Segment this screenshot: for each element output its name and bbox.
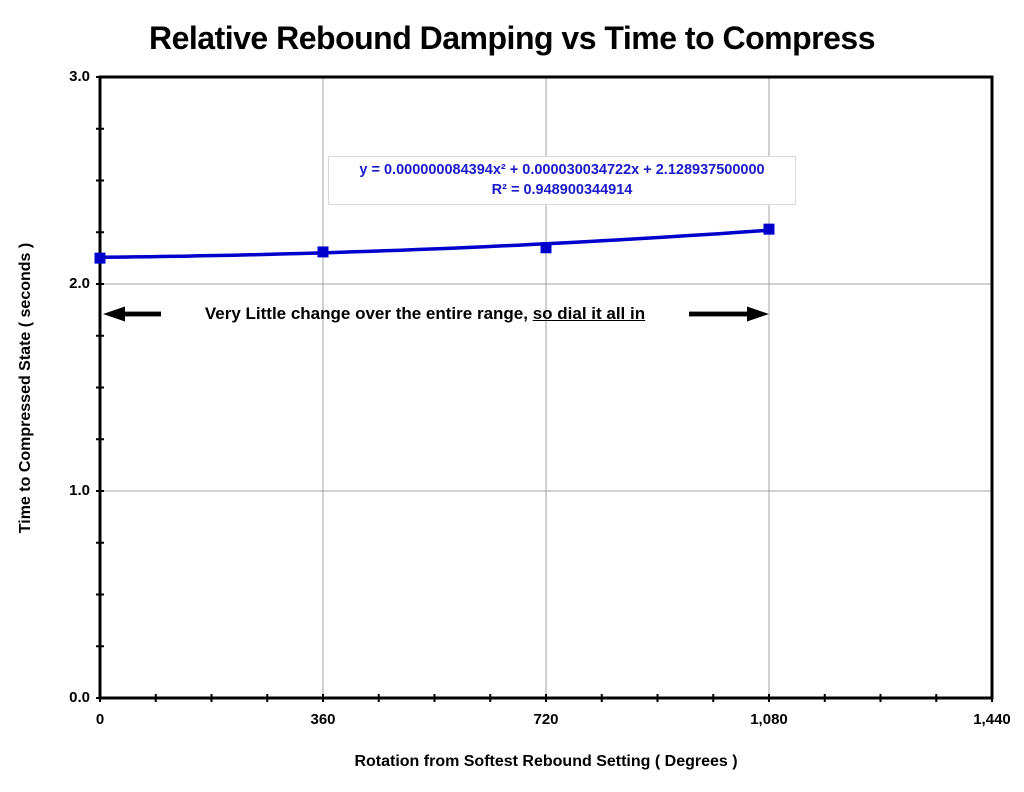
axis-ticks <box>96 76 993 702</box>
x-tick-label: 720 <box>533 711 559 728</box>
r-squared-label: R² = 0.948900344914 <box>491 182 633 198</box>
y-tick-label: 3.0 <box>69 68 90 85</box>
data-point-marker <box>94 252 106 264</box>
data-point-marker <box>540 242 552 254</box>
y-tick-label: 0.0 <box>69 689 90 706</box>
data-point-marker <box>763 223 775 235</box>
trendline-equation: y = 0.000000084394x² + 0.000030034722x +… <box>359 162 765 178</box>
data-point-marker <box>317 246 329 258</box>
trendline-equation-box: y = 0.000000084394x² + 0.000030034722x +… <box>328 156 796 205</box>
x-axis-title: Rotation from Softest Rebound Setting ( … <box>354 753 738 770</box>
annotation-text: Very Little change over the entire range… <box>199 304 651 324</box>
x-tick-label: 1,080 <box>750 711 788 728</box>
right-arrow-icon <box>688 306 769 322</box>
left-arrow-icon <box>103 306 161 322</box>
annotation-text-underlined: so dial it all in <box>532 304 646 323</box>
y-tick-label: 2.0 <box>69 275 90 292</box>
chart-title: Relative Rebound Damping vs Time to Comp… <box>148 20 876 56</box>
annotation-text-plain: Very Little change over the entire range… <box>204 304 533 323</box>
x-tick-label: 0 <box>95 711 105 728</box>
y-tick-label: 1.0 <box>69 482 90 499</box>
trendline <box>98 228 771 260</box>
x-tick-label: 360 <box>310 711 336 728</box>
x-tick-label: 1,440 <box>973 711 1011 728</box>
annotation-row: Very Little change over the entire range… <box>103 301 769 327</box>
